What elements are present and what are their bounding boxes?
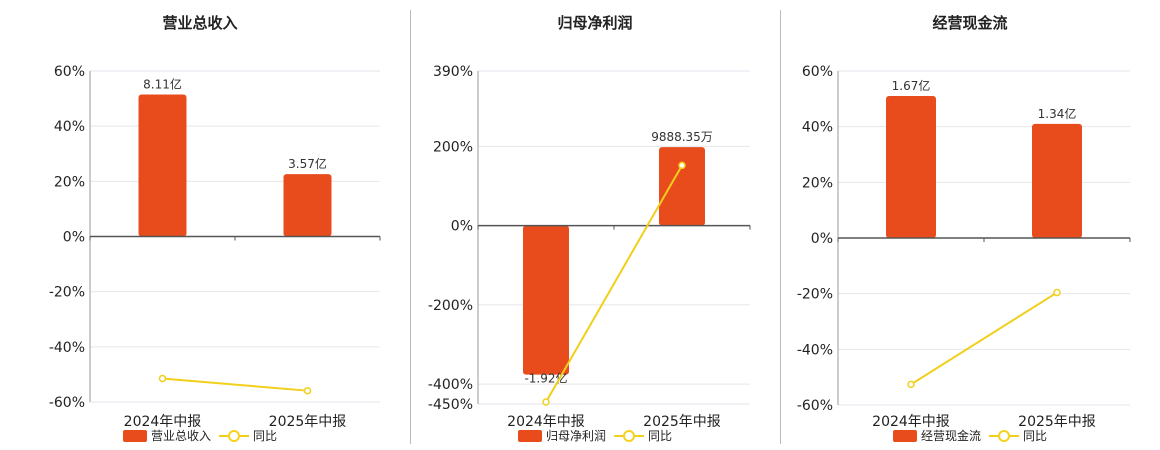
legend-line-label: 同比 [648,429,673,443]
y-tick-label: 0% [63,230,85,246]
chart-canvas: 60% 40% 20% 0% -20% -40% -60% 8.11亿 3.57亿 2024年中报… [49,64,381,430]
x-tick-label: 2025年中报 [643,414,721,430]
legend-bar-swatch [892,429,917,442]
bar-value-label: 3.57亿 [288,156,327,171]
legend-bar-swatch [517,429,542,442]
y-tick-label: 40% [802,120,833,136]
chart-panel-operating-cash-flow: 经营现金流 60% 40% 20% 0% -20% -40% -60% 1.67亿 1.34亿 2… [780,0,1160,450]
legend: 经营现金流 同比 [780,427,1160,444]
bar [523,225,569,375]
bar [283,174,332,237]
y-tick-label: -40% [797,342,833,358]
bar [138,94,187,237]
line-point [678,161,686,170]
line-point [158,374,167,383]
y-tick-label: -20% [797,287,833,303]
line-point [1053,288,1061,297]
panel-divider [410,10,411,444]
legend-bar-label: 归母净利润 [545,429,606,443]
bar [886,96,936,238]
y-tick-label: -450% [428,397,473,413]
y-tick-label: -200% [428,298,473,314]
line-point [907,380,915,389]
y-tick-label: 0% [451,219,473,235]
y-tick-label: 0% [811,231,833,247]
y-tick-label: -20% [49,285,85,301]
legend-item-bar[interactable]: 归母净利润 [517,427,606,444]
legend-item-line[interactable]: 同比 [219,427,277,444]
legend: 归母净利润 同比 [410,427,780,444]
y-tick-label: 200% [433,139,473,155]
legend-line-swatch [219,429,249,442]
chart-title: 营业总收入 [162,14,238,32]
line-series [910,291,1058,386]
y-tick-label: 390% [433,64,473,80]
x-tick-label: 2024年中报 [872,414,950,430]
x-tick-label: 2024年中报 [507,414,585,430]
panel-divider [780,10,781,444]
y-tick-label: 20% [54,174,85,190]
legend-bar-label: 营业总收入 [150,429,211,443]
bar-value-label: 1.67亿 [892,78,931,93]
line-point [303,386,312,395]
legend-line-label: 同比 [1023,429,1048,443]
legend-item-line[interactable]: 同比 [989,427,1047,444]
bar-value-label: 1.34亿 [1038,106,1077,121]
legend-bar-label: 经营现金流 [920,429,981,443]
bar [659,147,705,226]
y-tick-label: 60% [54,64,85,80]
y-tick-label: 20% [802,175,833,191]
legend-line-swatch [614,429,644,442]
bar [1032,123,1082,238]
bar-value-label: 8.11亿 [143,76,182,91]
line-point [542,398,550,406]
chart-title: 归母净利润 [557,14,633,32]
y-tick-label: -40% [49,340,85,356]
chart-panel-revenue: 营业总收入 60% 40% 20% 0% -20% -40% -60% 8.11亿 3.57亿 2… [0,0,400,450]
legend-bar-swatch [122,429,147,442]
legend: 营业总收入 同比 [0,427,400,444]
line-series [545,164,683,403]
legend-line-swatch [989,429,1019,442]
legend-item-bar[interactable]: 营业总收入 [122,427,211,444]
legend-item-bar[interactable]: 经营现金流 [892,427,981,444]
legend-line-label: 同比 [253,429,278,443]
x-tick-label: 2025年中报 [1018,414,1096,430]
chart-canvas: 390% 200% 0% -200% -400% -450% -1.92亿 9888.35万 2… [428,64,751,430]
legend-item-line[interactable]: 同比 [614,427,672,444]
y-tick-label: -60% [49,395,85,411]
y-tick-label: -400% [428,377,473,393]
chart-title: 经营现金流 [932,14,1008,32]
x-tick-label: 2024年中报 [124,414,202,430]
y-tick-label: -60% [797,398,833,414]
chart-panel-net-profit: 归母净利润 390% 200% 0% -200% -400% -450% -1.92亿 988… [410,0,780,450]
bar-value-label: -1.92亿 [524,371,567,386]
bar-value-label: 9888.35万 [651,130,713,144]
chart-canvas: 60% 40% 20% 0% -20% -40% -60% 1.67亿 1.34亿 2024年中报… [797,64,1131,430]
x-tick-label: 2025年中报 [269,414,347,430]
y-tick-label: 40% [54,119,85,135]
line-series [162,377,308,392]
y-tick-label: 60% [802,64,833,80]
